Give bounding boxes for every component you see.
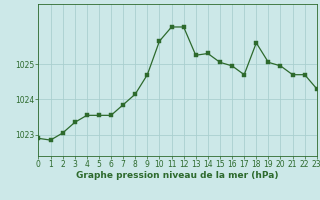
X-axis label: Graphe pression niveau de la mer (hPa): Graphe pression niveau de la mer (hPa) (76, 171, 279, 180)
